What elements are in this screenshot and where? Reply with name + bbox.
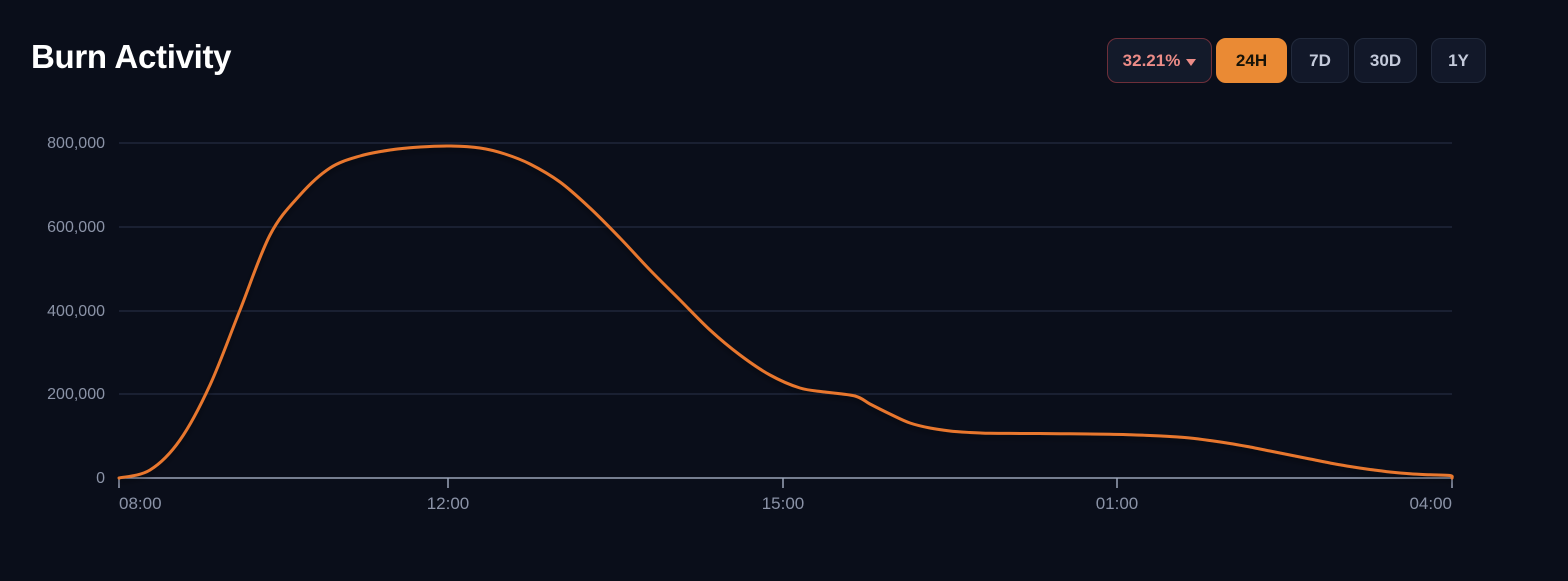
svg-text:200,000: 200,000 [47,386,105,403]
svg-text:08:00: 08:00 [119,494,162,513]
svg-text:12:00: 12:00 [427,494,470,513]
svg-text:04:00: 04:00 [1409,494,1452,513]
svg-text:15:00: 15:00 [762,494,805,513]
svg-text:0: 0 [96,470,105,487]
svg-text:400,000: 400,000 [47,303,105,320]
svg-text:600,000: 600,000 [47,219,105,236]
svg-text:800,000: 800,000 [47,135,105,152]
svg-text:01:00: 01:00 [1096,494,1139,513]
